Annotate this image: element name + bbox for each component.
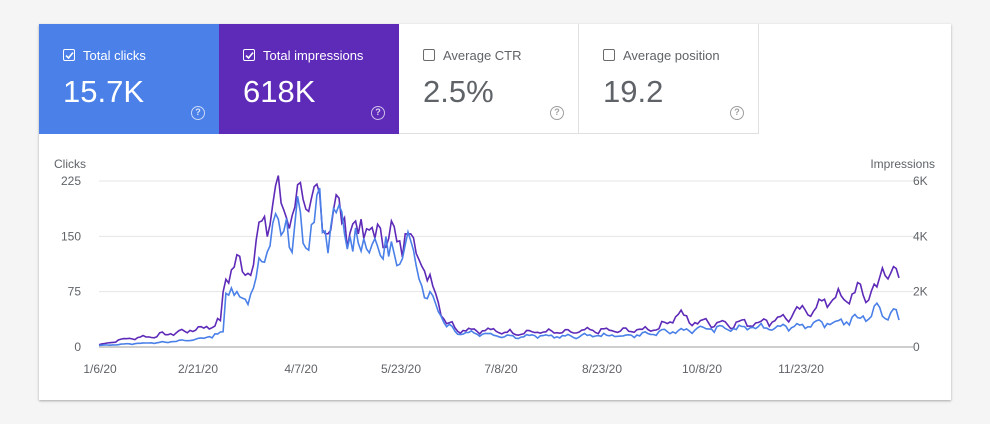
tab-average-ctr[interactable]: Average CTR 2.5% ?	[399, 24, 579, 134]
help-icon[interactable]: ?	[550, 106, 564, 120]
average-ctr-checkbox[interactable]	[423, 49, 435, 61]
x-tick-label: 1/6/20	[83, 362, 117, 376]
help-icon[interactable]: ?	[730, 106, 744, 120]
average-position-label: Average position	[623, 48, 720, 63]
y-left-axis-title: Clicks	[54, 157, 86, 171]
x-tick-label: 4/7/20	[284, 362, 318, 376]
metric-tabs: Total clicks 15.7K ? Total impressions 6…	[39, 24, 759, 134]
average-ctr-value: 2.5%	[423, 74, 494, 109]
help-icon[interactable]: ?	[371, 106, 385, 120]
y-right-tick-label: 0	[913, 340, 920, 354]
x-tick-label: 10/8/20	[682, 362, 722, 376]
total-impressions-value: 618K	[243, 74, 316, 109]
y-right-tick-label: 6K	[913, 174, 928, 188]
x-tick-label: 8/23/20	[582, 362, 622, 376]
tab-total-clicks[interactable]: Total clicks 15.7K ?	[39, 24, 219, 134]
performance-chart: Clicks Impressions 0 75 150 225 0 2K 4K 6K 1/6…	[54, 157, 935, 376]
y-left-ticks: 0 75 150 225	[61, 174, 81, 354]
series-line-total-clicks	[98, 187, 900, 347]
total-impressions-label: Total impressions	[263, 48, 364, 63]
y-right-tick-label: 2K	[913, 285, 928, 299]
total-impressions-checkbox[interactable]	[243, 49, 255, 61]
x-tick-label: 7/8/20	[484, 362, 518, 376]
average-ctr-label: Average CTR	[443, 48, 522, 63]
y-left-tick-label: 225	[61, 174, 81, 188]
total-clicks-label: Total clicks	[83, 48, 146, 63]
total-clicks-value: 15.7K	[63, 74, 145, 109]
performance-card: Total clicks 15.7K ? Total impressions 6…	[39, 24, 951, 400]
x-tick-label: 5/23/20	[381, 362, 421, 376]
x-tick-label: 11/23/20	[778, 362, 824, 376]
total-clicks-checkbox[interactable]	[63, 49, 75, 61]
tab-average-position[interactable]: Average position 19.2 ?	[579, 24, 759, 134]
average-position-checkbox[interactable]	[603, 49, 615, 61]
series-line-total-impressions	[98, 175, 900, 346]
tab-total-impressions[interactable]: Total impressions 618K ?	[219, 24, 399, 134]
y-right-tick-label: 4K	[913, 229, 928, 243]
help-icon[interactable]: ?	[191, 106, 205, 120]
y-right-axis-title: Impressions	[870, 157, 935, 171]
y-left-tick-label: 150	[61, 229, 81, 243]
x-axis-ticks: 1/6/20 2/21/20 4/7/20 5/23/20 7/8/20 8/23/20 1…	[83, 362, 824, 376]
y-left-tick-label: 75	[68, 285, 82, 299]
y-left-tick-label: 0	[74, 340, 81, 354]
average-position-value: 19.2	[603, 74, 664, 109]
y-right-ticks: 0 2K 4K 6K	[913, 174, 928, 354]
x-tick-label: 2/21/20	[178, 362, 218, 376]
grid-lines	[99, 180, 914, 293]
